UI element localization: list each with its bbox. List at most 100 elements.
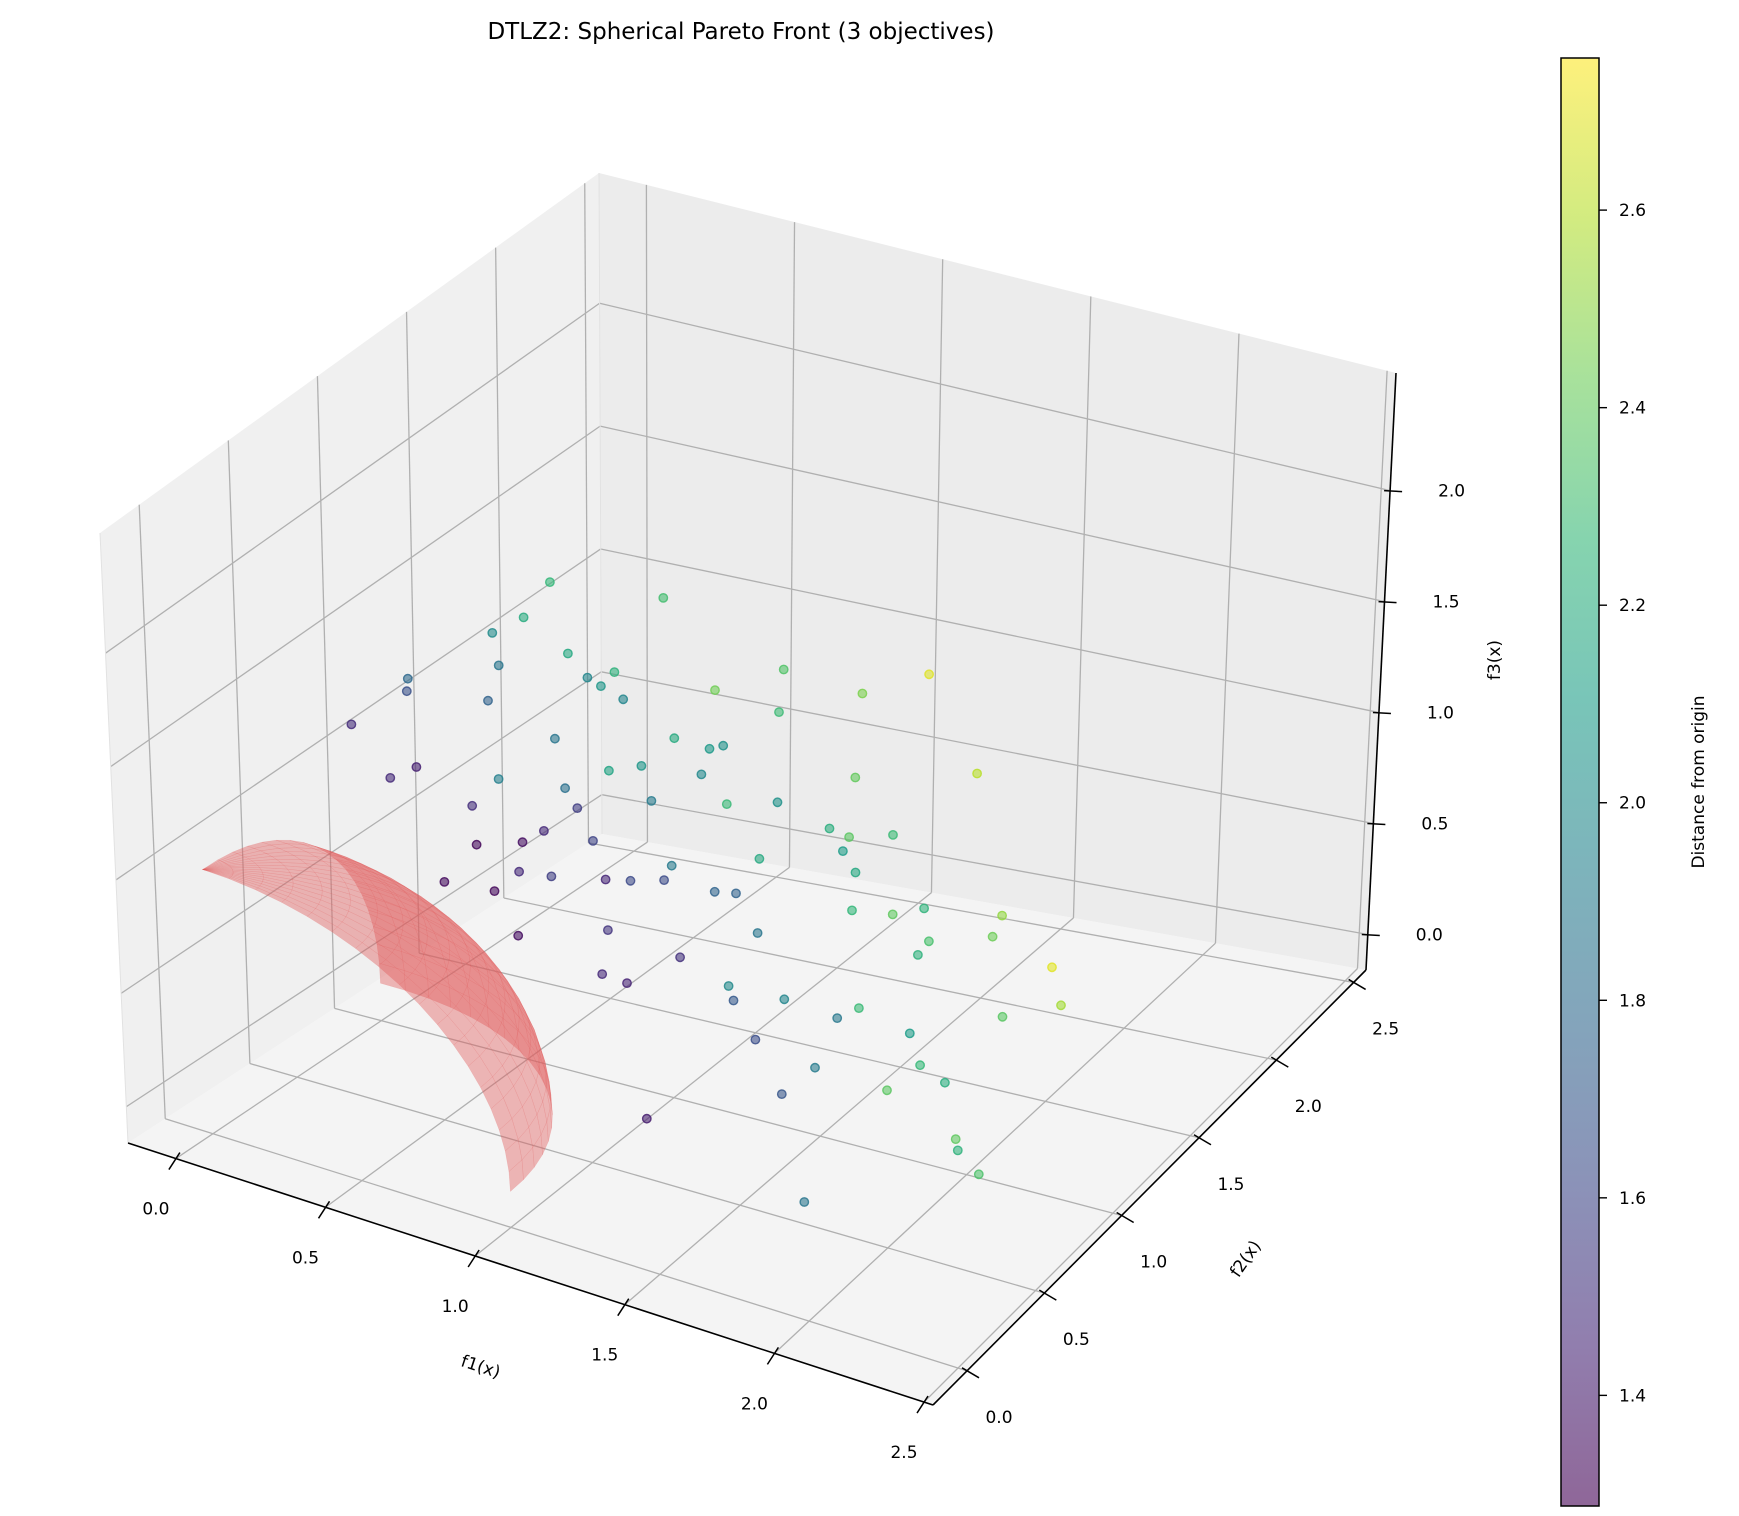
x-tick-mark <box>467 1249 480 1268</box>
surface-facet <box>317 876 349 889</box>
left-grid-y <box>494 247 505 899</box>
surface-facet <box>521 1146 535 1181</box>
scatter-point <box>940 1077 950 1088</box>
surface-facet <box>469 965 490 994</box>
surface-facet <box>448 939 471 967</box>
surface-facet <box>478 948 501 977</box>
surface-facet <box>376 943 405 971</box>
surface-facet <box>283 865 316 873</box>
surface-facet <box>202 869 234 872</box>
surface-facet <box>386 883 417 905</box>
z-axis-line <box>1365 372 1397 971</box>
surface-facet <box>405 892 435 913</box>
surface-facet <box>311 908 343 928</box>
surface-facet <box>276 839 303 845</box>
scatter-point <box>411 762 422 772</box>
scatter-point <box>550 733 560 744</box>
scatter-point <box>597 969 608 979</box>
surface-facet <box>335 858 367 871</box>
surface-facet <box>518 1004 535 1036</box>
surface-facet <box>507 980 526 1012</box>
surface-facet <box>289 872 321 882</box>
surface-facet <box>202 869 233 878</box>
surface-facet <box>507 992 526 1024</box>
surface-facet <box>217 851 238 861</box>
surface-facet <box>326 852 357 867</box>
surface-facet <box>455 995 481 1026</box>
surface-facet <box>464 1025 490 1057</box>
surface-facet <box>340 876 372 891</box>
surface-facet <box>322 861 354 872</box>
surface-facet <box>405 909 436 935</box>
z-axis-label: f3(x) <box>1485 640 1505 680</box>
scatter-point <box>572 803 583 813</box>
surface-facet <box>292 879 323 892</box>
scatter-point <box>882 1085 892 1096</box>
surface-facet <box>492 1065 514 1099</box>
surface-facet <box>460 927 487 954</box>
surface-facet <box>535 1067 547 1103</box>
surface-facet <box>291 875 323 887</box>
surface-facet <box>521 1061 537 1095</box>
surface-facet <box>365 883 397 900</box>
surface-facet <box>418 995 448 1025</box>
surface-facet <box>371 923 401 946</box>
surface-facet <box>385 877 416 895</box>
y-tick-label: 2.0 <box>1295 1097 1322 1117</box>
surface-facet <box>265 851 295 857</box>
scatter-point <box>669 733 680 744</box>
surface-facet <box>545 1075 552 1109</box>
surface-facet <box>493 964 514 994</box>
surface-facet <box>202 868 234 871</box>
scatter-point <box>710 685 720 695</box>
scatter-point <box>588 836 598 846</box>
surface-facet <box>262 876 294 887</box>
surface-facet <box>219 853 243 862</box>
left-grid-y <box>316 376 336 1009</box>
y-tick-mark <box>1193 1134 1212 1146</box>
scatter-point <box>731 888 741 899</box>
surface-facet <box>202 869 234 873</box>
x-tick-label: 1.0 <box>442 1297 469 1317</box>
scatter-point <box>887 909 898 920</box>
scatter-point <box>471 839 482 850</box>
scatter-point <box>513 930 524 941</box>
surface-facet <box>487 970 506 1001</box>
surface-facet <box>479 1044 503 1078</box>
colorbar <box>1560 57 1600 1507</box>
surface-facet <box>503 1018 520 1051</box>
surface-facet <box>230 875 262 887</box>
surface-facet <box>259 867 291 873</box>
colorbar-ticks: 1.4 1.6 1.8 2.0 2.2 2.4 2.6 <box>1599 201 1646 1406</box>
surface-facet <box>248 856 278 862</box>
left-grid-z <box>110 425 601 768</box>
surface-facet <box>487 981 506 1012</box>
surface-facet <box>384 901 415 926</box>
back-grid-x <box>930 259 944 893</box>
surface-facet <box>291 886 323 901</box>
surface-facet <box>518 1016 532 1050</box>
surface-facet <box>335 871 368 884</box>
surface-facet <box>202 862 227 870</box>
surface-facet <box>528 1041 540 1076</box>
surface-facet <box>202 867 233 870</box>
surface-facet <box>425 926 451 951</box>
surface-facet <box>449 987 472 1018</box>
surface-facet <box>361 863 392 881</box>
surface-facet <box>449 917 477 943</box>
y-axis-line <box>932 969 1367 1406</box>
scatter-point <box>704 743 715 754</box>
surface-facet <box>299 859 331 867</box>
surface-facet <box>320 894 351 912</box>
surface-facet <box>546 1108 552 1142</box>
scatter-point <box>546 871 557 882</box>
scatter-point <box>493 774 504 784</box>
surface-facet <box>366 875 398 897</box>
scatter-point <box>810 1062 820 1073</box>
surface-facet <box>261 871 294 880</box>
floor-grid-y <box>503 897 1277 1061</box>
surface-facet <box>370 889 401 908</box>
y-tick-label: 0.0 <box>985 1408 1012 1428</box>
surface-facet <box>331 851 362 865</box>
